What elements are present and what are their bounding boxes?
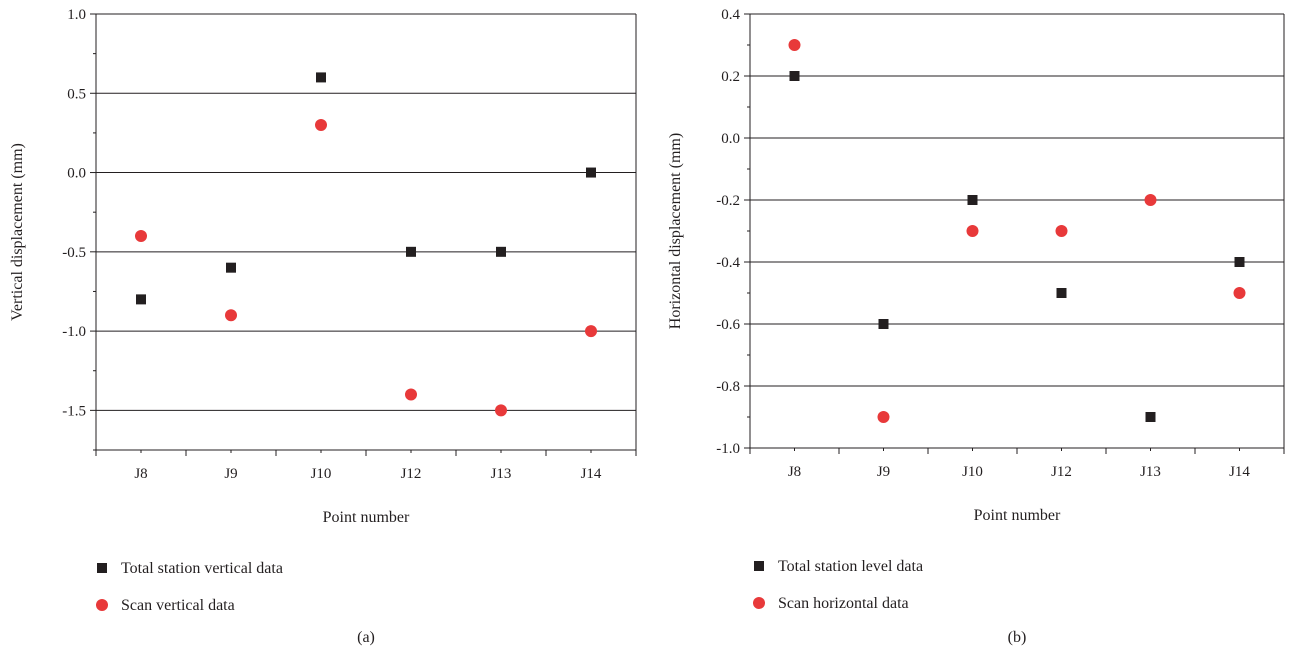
legend-marker-circle [753, 597, 765, 609]
y-tick-label: 0.0 [721, 131, 740, 147]
x-tick-label: J14 [1229, 464, 1250, 480]
x-tick-label: J14 [581, 466, 602, 482]
x-tick-label: J12 [401, 466, 422, 482]
data-point-square [878, 319, 889, 329]
data-point-circle [877, 411, 890, 423]
y-axis-title: Vertical displacement (mm) [9, 143, 26, 321]
legend-marker-circle [96, 599, 108, 611]
legend-marker-square [754, 561, 764, 571]
data-point-square [1234, 257, 1245, 267]
panel-caption: (b) [1008, 629, 1027, 646]
chart-panel-a: 1.0 0.5 0.0 -0.5 -1.0 -1.5 J8 J9 J10 J12 J13 J14 Poi… [9, 7, 637, 646]
data-point-circle [225, 309, 237, 322]
data-point-square [967, 195, 978, 205]
data-point-circle [315, 118, 327, 131]
x-axis-title: Point number [974, 507, 1061, 524]
x-axis-title: Point number [323, 509, 410, 526]
data-point-circle [585, 325, 597, 338]
legend-label: Scan horizontal data [778, 595, 909, 612]
y-tick-label: -1.0 [62, 324, 86, 340]
y-tick-label: -0.8 [716, 379, 740, 395]
x-tick-label: J13 [491, 466, 512, 482]
series-scan [135, 118, 597, 417]
x-tick-label: J8 [788, 464, 801, 480]
data-point-square [1145, 412, 1156, 422]
data-point-square [406, 246, 416, 257]
y-tick-label: 0.2 [721, 69, 740, 85]
y-tick-label: -1.0 [716, 441, 740, 457]
y-tick-label: -1.5 [62, 403, 86, 419]
y-tick-label: 1.0 [67, 7, 86, 23]
y-tick-label: -0.4 [716, 255, 740, 271]
series-total-station [789, 71, 1245, 422]
data-point-circle [1055, 225, 1068, 237]
data-point-circle [788, 39, 801, 51]
legend-marker-square [97, 563, 107, 573]
panel-caption: (a) [357, 629, 375, 646]
data-point-circle [966, 225, 979, 237]
x-tick-label: J9 [877, 464, 890, 480]
data-point-square [586, 167, 596, 178]
legend-label: Total station level data [778, 558, 923, 575]
x-tick-label: J10 [311, 466, 332, 482]
x-tick-label: J12 [1051, 464, 1072, 480]
x-tick-label: J8 [134, 466, 147, 482]
data-point-square [316, 72, 326, 83]
data-point-square [1056, 288, 1067, 298]
legend: Total station level data Scan horizontal … [753, 558, 923, 612]
data-point-square [789, 71, 800, 81]
data-point-square [226, 262, 236, 273]
x-tick-label: J13 [1140, 464, 1161, 480]
data-point-square [496, 246, 506, 257]
data-point-circle [135, 229, 147, 242]
x-tick-label: J9 [224, 466, 237, 482]
y-tick-label: 0.4 [721, 7, 740, 23]
y-tick-label: -0.6 [716, 317, 740, 333]
y-tick-label: 0.0 [67, 166, 86, 182]
legend-label: Total station vertical data [121, 560, 283, 577]
y-tick-label: 0.5 [67, 86, 86, 102]
y-axis-title: Horizontal displacement (mm) [667, 133, 684, 329]
data-point-circle [495, 404, 507, 417]
legend-label: Scan vertical data [121, 597, 235, 614]
data-point-circle [1144, 194, 1157, 206]
series-scan [788, 39, 1246, 423]
chart-panel-b: 0.4 0.2 0.0 -0.2 -0.4 -0.6 -0.8 -1.0 J8 J9 J10 J12 J… [667, 7, 1285, 646]
series-total-station [136, 72, 596, 305]
data-point-circle [1233, 287, 1246, 299]
x-tick-label: J10 [962, 464, 983, 480]
legend: Total station vertical data Scan vertical… [96, 560, 283, 614]
data-point-square [136, 294, 146, 305]
data-point-circle [405, 388, 417, 401]
y-tick-label: -0.2 [716, 193, 740, 209]
y-tick-label: -0.5 [62, 245, 86, 261]
